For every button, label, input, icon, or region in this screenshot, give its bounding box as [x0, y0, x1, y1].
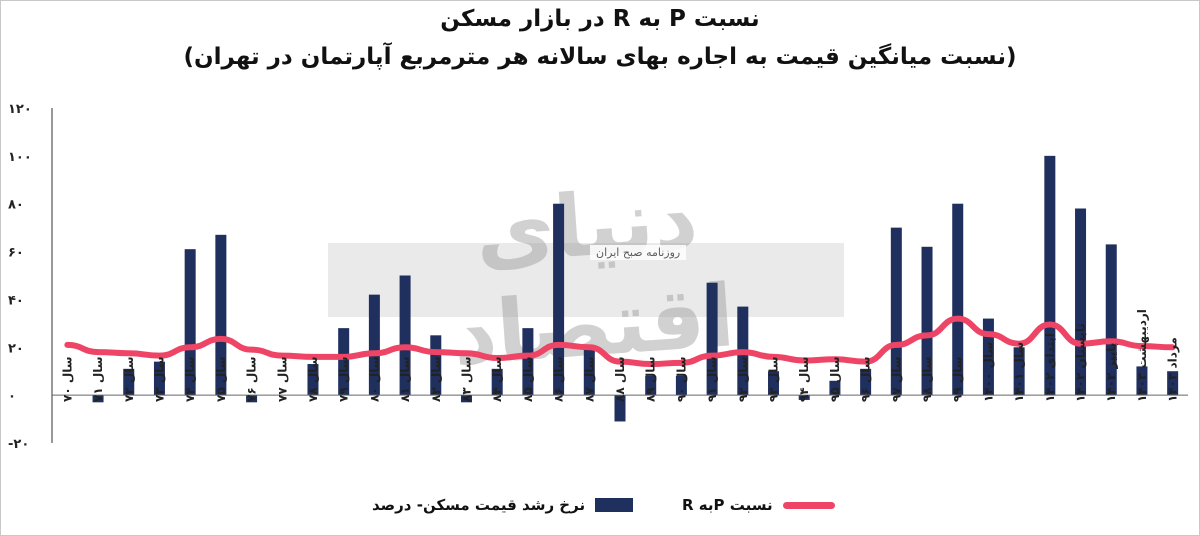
x-tick-label: سال ۷۸: [306, 356, 320, 402]
legend-label-bars: نرخ رشد قیمت مسکن- درصد: [372, 496, 586, 514]
bar: [1105, 244, 1117, 396]
bar: [123, 368, 135, 396]
x-tick-label: سال ۷۳: [152, 356, 166, 402]
legend-item-line: نسبت Pبه R: [682, 496, 835, 514]
bar: [246, 395, 258, 403]
bar: [553, 203, 565, 396]
bar: [860, 368, 872, 396]
watermark-band: [328, 243, 844, 317]
x-tick-label: سال ۹۹: [951, 356, 965, 402]
x-tick-label: ابتدای ۱۴۰۲: [1043, 333, 1057, 402]
x-tick-label: سال ۹۱: [705, 356, 719, 402]
x-tick-label: سال ۱۴۰۰: [981, 342, 995, 402]
bar: [614, 395, 626, 422]
bar: [583, 349, 595, 396]
y-tick-label: ۴۰: [8, 293, 24, 308]
x-tick-label: سال ۹۳: [767, 356, 781, 402]
bar: [645, 376, 657, 396]
x-tick-label: سال ۷۰: [60, 356, 74, 402]
bar: [368, 294, 380, 396]
x-tick-label: پاییز ۱۴۰۲: [1104, 343, 1118, 402]
bar: [1075, 208, 1087, 396]
x-tick-label: سال ۹۴: [797, 356, 811, 402]
bar: [307, 364, 319, 396]
bar: [1013, 347, 1025, 396]
x-tick-label: سال ۷۷: [275, 356, 289, 402]
bar: [92, 395, 104, 403]
bar: [1136, 366, 1148, 396]
x-tick-label: سال ۹۰: [674, 356, 688, 402]
x-tick-label: سال ۱۴۰۱: [1012, 342, 1026, 402]
x-tick-label: سال ۹۶: [859, 356, 873, 402]
x-tick-label: سال ۹۸: [920, 356, 934, 402]
bar: [706, 282, 718, 396]
bar: [460, 395, 472, 403]
x-tick-label: سال ۹۵: [828, 356, 842, 402]
x-tick-label: سال ۷۴: [183, 356, 197, 402]
bar: [952, 203, 964, 396]
x-tick-label: سال ۸۵: [521, 356, 535, 402]
x-tick-label: سال ۸۲: [429, 356, 443, 402]
y-tick-label: ۸۰: [8, 198, 24, 213]
bar: [430, 335, 442, 396]
bar: [798, 395, 810, 400]
y-tick-label: ۱۰۰: [8, 150, 32, 165]
ratio-line: [64, 315, 1176, 368]
x-tick-label: تابستان ۱۴۰۲: [1074, 323, 1088, 402]
y-tick-label: ۲۰: [8, 341, 24, 356]
bar: [921, 246, 933, 396]
y-tick-label: ۱۲۰: [8, 102, 32, 117]
bar: [399, 275, 411, 396]
bar: [338, 328, 350, 396]
x-tick-label: سال ۸۰: [367, 356, 381, 402]
legend-swatch-bars: [595, 498, 634, 512]
x-tick-label: سال ۹۷: [889, 356, 903, 402]
bar: [522, 328, 534, 396]
bar: [675, 376, 687, 396]
x-tick-label: سال ۸۸: [613, 356, 627, 402]
bar: [890, 227, 902, 396]
bar: [153, 361, 165, 396]
x-tick-label: سال ۸۱: [398, 356, 412, 402]
legend-swatch-line: [782, 501, 835, 509]
x-tick-label: سال ۸۳: [459, 356, 473, 402]
x-tick-label: سال ۸۷: [582, 356, 596, 402]
x-tick-label: سال ۸۹: [644, 356, 658, 402]
bar: [829, 380, 841, 396]
bar: [1167, 371, 1179, 396]
chart-title: نسبت P به R در بازار مسکن: [440, 6, 760, 32]
x-tick-label: سال ۸۶: [552, 356, 566, 402]
x-tick-label: سال ۸۴: [490, 356, 504, 402]
bar: [184, 249, 196, 396]
x-tick-label: سال ۹۲: [736, 356, 750, 402]
bar: [491, 368, 503, 396]
y-tick-label: ۶۰: [8, 246, 24, 261]
x-tick-label: سال ۷۲: [122, 356, 136, 402]
x-tick-label: سال ۷۱: [91, 356, 105, 402]
legend-item-bars: نرخ رشد قیمت مسکن- درصد: [372, 496, 634, 514]
legend-label-line: نسبت Pبه R: [682, 496, 773, 514]
y-tick-label: ۰: [8, 389, 16, 404]
x-tick-label: سال ۷۹: [337, 356, 351, 402]
x-tick-label: اردیبهشت ۱۴۰۳: [1135, 309, 1149, 402]
x-tick-label: سال ۷۵: [214, 356, 228, 402]
chart-subtitle: (نسبت میانگین قیمت به اجاره بهای سالانه …: [183, 44, 1017, 70]
bar: [768, 371, 780, 396]
bar: [1044, 155, 1056, 396]
bar: [982, 318, 994, 396]
x-tick-label: سال ۷۶: [245, 356, 259, 402]
bar: [215, 234, 227, 396]
watermark-tagline: روزنامه صبح ایران: [590, 245, 687, 260]
y-tick-label: -۲۰: [8, 437, 29, 452]
x-tick-label: مرداد ۱۴۰۳: [1166, 337, 1180, 402]
